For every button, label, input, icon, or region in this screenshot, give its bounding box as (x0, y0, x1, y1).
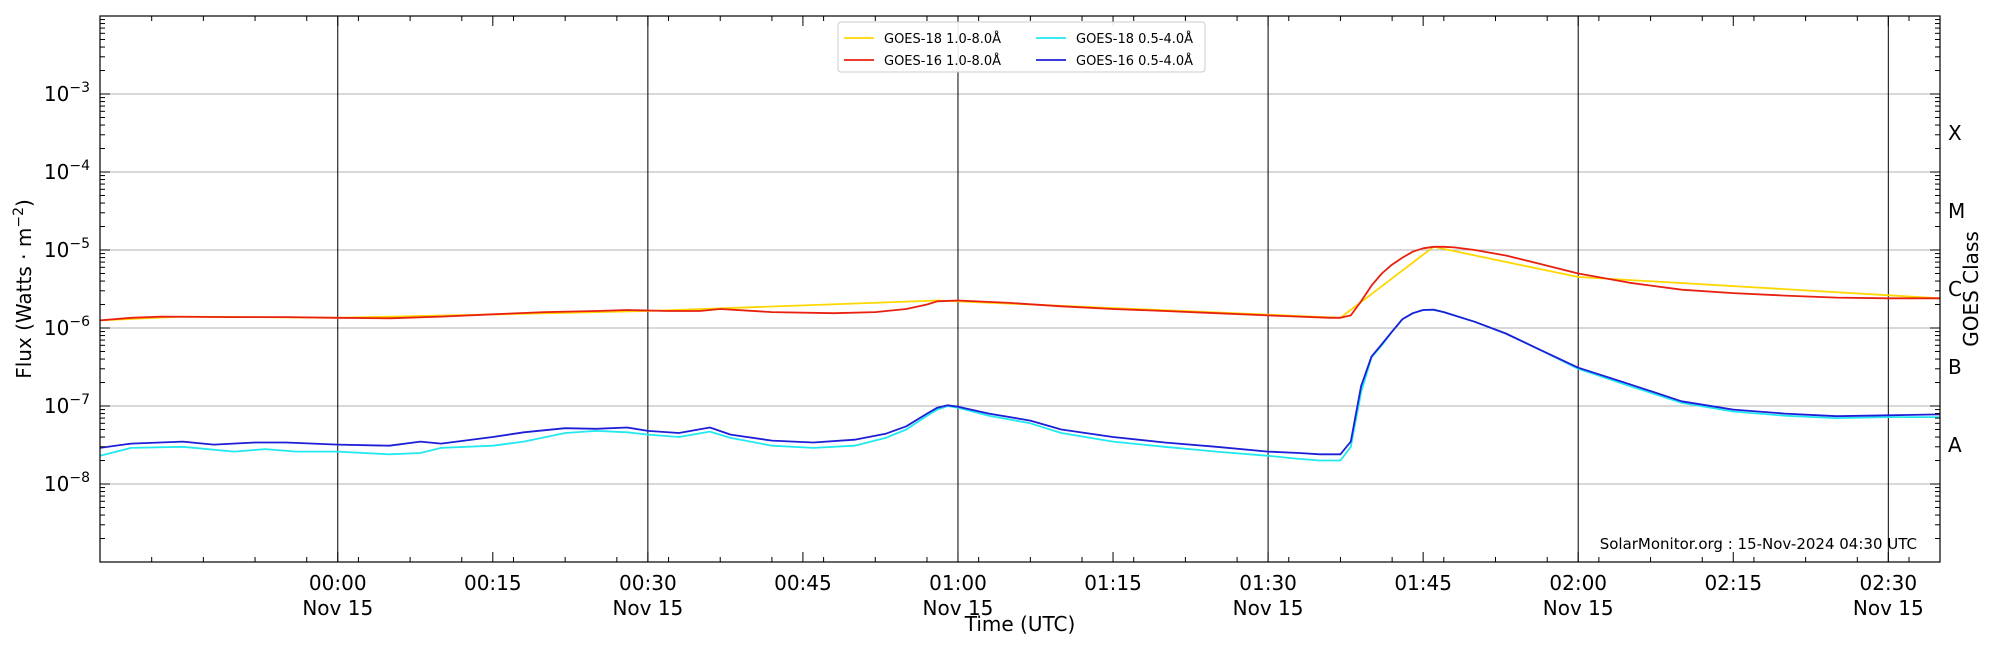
y-tick-base: 10 (44, 472, 69, 496)
goes-class-axis-title: GOES Class (1959, 231, 1983, 347)
data-series (99, 245, 1941, 462)
legend-entry: GOES-16 0.5-4.0Å (1076, 53, 1193, 69)
x-tick-label: 01:45 (1394, 571, 1452, 595)
goes-class-label: X (1948, 121, 1962, 145)
x-tick-label: 02:30 (1859, 571, 1917, 595)
x-tick-date-label: Nov 15 (612, 596, 683, 620)
x-tick-label: 00:30 (619, 571, 677, 595)
goes-class-label: B (1948, 355, 1962, 379)
x-tick-label: 00:45 (774, 571, 832, 595)
goes-class-label: M (1948, 199, 1965, 223)
y-tick-exponent: −7 (69, 392, 90, 408)
y-tick-label: 10−7 (44, 392, 90, 418)
y-tick-exponent: −5 (69, 236, 90, 252)
x-tick-date-label: Nov 15 (1233, 596, 1304, 620)
y-axis-title: Flux (Watts · m−2) (11, 199, 36, 379)
day-divider-lines (337, 16, 1889, 562)
legend-box (837, 21, 1206, 73)
legend: GOES-18 1.0-8.0Å GOES-16 1.0-8.0Å GOES-18 … (837, 21, 1206, 73)
y-tick-label: 10−3 (44, 80, 90, 106)
y-tick-base: 10 (44, 160, 69, 184)
y-tick-label: 10−4 (44, 158, 90, 184)
credit-text: SolarMonitor.org : 15-Nov-2024 04:30 UTC (1600, 535, 1917, 553)
y-tick-base: 10 (44, 82, 69, 106)
x-tick-date-label: Nov 15 (302, 596, 373, 620)
goes-class-label: A (1948, 433, 1962, 457)
y-axis-title-exponent: −2 (11, 207, 27, 228)
x-axis-title: Time (UTC) (964, 612, 1076, 636)
y-tick-base: 10 (44, 316, 69, 340)
x-tick-label: 00:15 (464, 571, 522, 595)
y-tick-label: 10−5 (44, 236, 90, 262)
legend-entry: GOES-18 0.5-4.0Å (1076, 31, 1193, 47)
x-tick-label: 01:00 (929, 571, 987, 595)
y-tick-exponent: −8 (69, 470, 90, 486)
y-axis-title-close: ) (12, 199, 36, 207)
legend-entry: GOES-16 1.0-8.0Å (884, 53, 1001, 69)
legend-entry: GOES-18 1.0-8.0Å (884, 31, 1001, 47)
y-tick-base: 10 (44, 238, 69, 262)
x-tick-label: 01:30 (1239, 571, 1297, 595)
y-tick-label: 10−6 (44, 314, 90, 340)
x-tick-date-label: Nov 15 (923, 596, 994, 620)
y-axis-title-main: Flux (Watts · m (12, 228, 36, 379)
y-tick-exponent: −6 (69, 314, 90, 330)
series-line-3 (99, 308, 1941, 456)
x-tick-date-label: Nov 15 (1543, 596, 1614, 620)
x-tick-date-label: Nov 15 (1853, 596, 1924, 620)
x-tick-label: 00:00 (309, 571, 367, 595)
y-tick-base: 10 (44, 394, 69, 418)
plot-frame (99, 15, 1941, 563)
grid-lines (100, 93, 1940, 485)
goes-class-label: C (1948, 277, 1962, 301)
y-tick-exponent: −3 (69, 80, 90, 96)
y-tick-exponent: −4 (69, 158, 90, 174)
x-tick-label: 01:15 (1084, 571, 1142, 595)
series-line-1 (99, 245, 1940, 322)
y-tick-label: 10−8 (44, 470, 90, 496)
x-tick-label: 02:15 (1704, 571, 1762, 595)
x-tick-label: 02:00 (1549, 571, 1607, 595)
